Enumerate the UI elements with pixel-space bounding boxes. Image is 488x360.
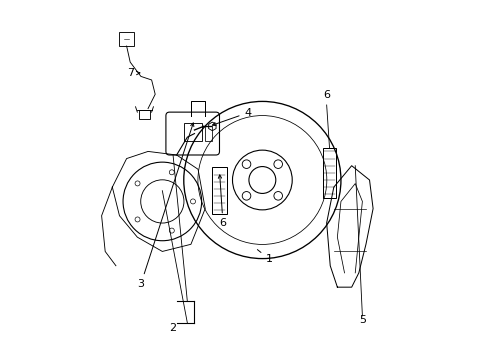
Text: 3: 3: [137, 123, 193, 289]
Bar: [212, 167, 226, 214]
Bar: [205, 126, 212, 141]
Text: 7: 7: [126, 68, 140, 78]
Text: 6: 6: [323, 90, 329, 100]
Text: 1: 1: [257, 249, 272, 264]
Bar: [119, 32, 134, 46]
Text: 2: 2: [169, 323, 176, 333]
Text: 4: 4: [212, 108, 251, 126]
Bar: [323, 148, 335, 198]
Text: 5: 5: [358, 315, 365, 325]
Text: 6: 6: [218, 175, 226, 229]
Bar: [139, 111, 149, 119]
Bar: [183, 123, 201, 141]
